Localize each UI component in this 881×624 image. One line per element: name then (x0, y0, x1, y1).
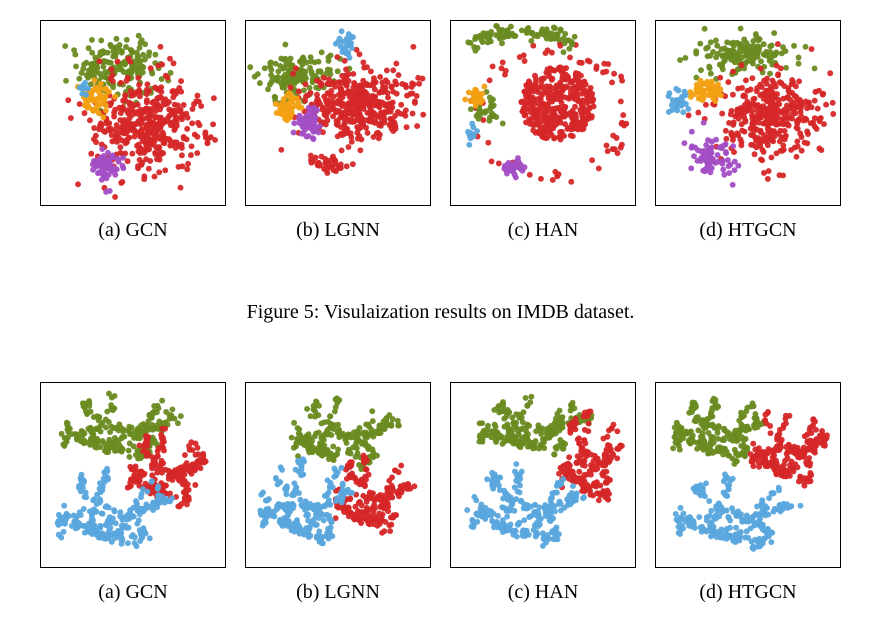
scatter-panel (450, 382, 636, 568)
panel-wrap-r2-han: (c) HAN (450, 382, 636, 604)
scatter-svg (246, 383, 430, 567)
subcaption: (d) HTGCN (699, 580, 796, 604)
subcaption: (a) GCN (98, 218, 167, 242)
subcaption: (c) HAN (508, 218, 579, 242)
scatter-svg (451, 383, 635, 567)
scatter-svg (656, 21, 840, 205)
subcaption: (c) HAN (508, 580, 579, 604)
subcaption: (b) LGNN (296, 218, 380, 242)
panel-wrap-r2-gcn: (a) GCN (40, 382, 226, 604)
scatter-panel (245, 382, 431, 568)
subcaption: (b) LGNN (296, 580, 380, 604)
panel-row-2: (a) GCN (b) LGNN (c) HAN (d) HTGCN (40, 382, 841, 604)
panel-wrap-r1-han: (c) HAN (450, 20, 636, 242)
figure-caption: Figure 5: Visulaization results on IMDB … (40, 300, 841, 324)
scatter-svg (41, 383, 225, 567)
scatter-svg (41, 21, 225, 205)
scatter-svg (656, 383, 840, 567)
scatter-svg (246, 21, 430, 205)
panel-row-1: (a) GCN (b) LGNN (c) HAN (d) HTGCN (40, 20, 841, 242)
subcaption: (d) HTGCN (699, 218, 796, 242)
subcaption: (a) GCN (98, 580, 167, 604)
scatter-svg (451, 21, 635, 205)
panel-wrap-r1-lgnn: (b) LGNN (245, 20, 431, 242)
scatter-panel (245, 20, 431, 206)
figure-5: (a) GCN (b) LGNN (c) HAN (d) HTGCN Figur… (0, 0, 881, 624)
panel-wrap-r2-htgcn: (d) HTGCN (655, 382, 841, 604)
scatter-panel (40, 382, 226, 568)
scatter-panel (40, 20, 226, 206)
panel-wrap-r1-htgcn: (d) HTGCN (655, 20, 841, 242)
panel-wrap-r1-gcn: (a) GCN (40, 20, 226, 242)
scatter-panel (655, 382, 841, 568)
panel-wrap-r2-lgnn: (b) LGNN (245, 382, 431, 604)
scatter-panel (655, 20, 841, 206)
scatter-panel (450, 20, 636, 206)
